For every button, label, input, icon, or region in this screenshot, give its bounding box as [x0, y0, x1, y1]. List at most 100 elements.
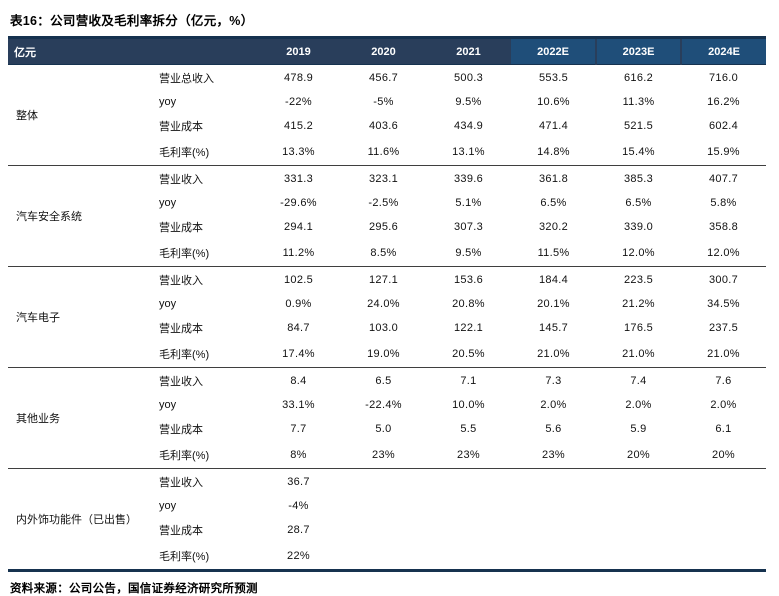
- cell-value: [426, 517, 511, 543]
- table-row: 内外饰功能件（已出售） 营业收入 36.7: [8, 469, 766, 526]
- group-label: 汽车安全系统: [16, 211, 82, 223]
- cell-value: [341, 495, 426, 517]
- cell-value: 23%: [457, 449, 480, 461]
- cell-value: 2.0%: [540, 399, 567, 411]
- col-header-2019: 2019: [256, 37, 341, 65]
- cell-value: 21.2%: [622, 298, 655, 310]
- cell-value: 15.9%: [707, 146, 740, 158]
- row-label: 毛利率(%): [159, 450, 210, 462]
- cell-value: 176.5: [623, 322, 654, 334]
- section-overall: 整体 营业总收入 478.9 456.7 500.3 553.5 616.2 7…: [8, 65, 766, 166]
- cell-value: [341, 517, 426, 543]
- cell-value: 553.5: [538, 72, 569, 84]
- cell-value: 127.1: [368, 274, 399, 286]
- cell-value: [681, 543, 766, 571]
- cell-value: 13.1%: [452, 146, 485, 158]
- cell-value: 415.2: [283, 120, 314, 132]
- col-header-2021: 2021: [426, 37, 511, 65]
- cell-value: 103.0: [368, 322, 399, 334]
- cell-value: 23%: [372, 449, 395, 461]
- cell-value: 5.5: [460, 423, 477, 435]
- cell-value: 6.1: [715, 423, 732, 435]
- cell-value: 21.0%: [622, 348, 655, 360]
- cell-value: 385.3: [623, 173, 654, 185]
- unit-label: 亿元: [8, 37, 148, 65]
- section-auto-safety: 汽车安全系统 营业收入 331.3 323.1 339.6 361.8 385.…: [8, 165, 766, 267]
- cell-value: [681, 517, 766, 543]
- cell-value: 24.0%: [367, 298, 400, 310]
- cell-value: -4%: [288, 500, 309, 512]
- row-label: yoy: [159, 500, 177, 512]
- cell-value: 307.3: [453, 221, 484, 233]
- cell-value: 14.8%: [537, 146, 570, 158]
- table-row: yoy 33.1% -22.4% 10.0% 2.0% 2.0% 2.0%: [8, 394, 766, 416]
- row-label: 营业总收入: [159, 73, 214, 85]
- cell-value: 6.5%: [540, 197, 567, 209]
- table-title: 表16：公司营收及毛利率拆分（亿元，%）: [10, 14, 254, 28]
- cell-value: 84.7: [287, 322, 310, 334]
- cell-value: [511, 543, 596, 571]
- cell-value: 20%: [627, 449, 650, 461]
- col-header-2024e: 2024E: [680, 37, 766, 65]
- group-label: 其他业务: [16, 413, 60, 425]
- cell-value: [511, 495, 596, 517]
- cell-value: 407.7: [708, 173, 739, 185]
- cell-value: 471.4: [538, 120, 569, 132]
- row-label: 营业收入: [159, 477, 203, 489]
- cell-value: 145.7: [538, 322, 569, 334]
- cell-value: -5%: [373, 96, 394, 108]
- col-header-2020: 2020: [341, 37, 426, 65]
- cell-value: 11.3%: [622, 96, 655, 108]
- cell-value: [426, 495, 511, 517]
- cell-value: 17.4%: [282, 348, 315, 360]
- cell-value: 521.5: [623, 120, 654, 132]
- group-label: 整体: [16, 110, 38, 122]
- table-row: yoy 0.9% 24.0% 20.8% 20.1% 21.2% 34.5%: [8, 293, 766, 315]
- cell-value: 20%: [712, 449, 735, 461]
- cell-value: 358.8: [708, 221, 739, 233]
- cell-value: 323.1: [368, 173, 399, 185]
- cell-value: 616.2: [623, 72, 654, 84]
- row-label: 毛利率(%): [159, 147, 210, 159]
- cell-value: 8%: [290, 449, 307, 461]
- cell-value: 9.5%: [455, 247, 482, 259]
- row-label: 营业收入: [159, 174, 203, 186]
- row-label: 毛利率(%): [159, 248, 210, 260]
- row-label: 毛利率(%): [159, 551, 210, 563]
- cell-value: 20.5%: [452, 348, 485, 360]
- row-label: yoy: [159, 399, 177, 411]
- cell-value: [341, 543, 426, 571]
- cell-value: 21.0%: [537, 348, 570, 360]
- col-header-2023e: 2023E: [595, 37, 681, 65]
- cell-value: 7.1: [460, 375, 477, 387]
- table-row: 整体 营业总收入 478.9 456.7 500.3 553.5 616.2 7…: [8, 65, 766, 122]
- cell-value: 500.3: [453, 72, 484, 84]
- cell-value: 456.7: [368, 72, 399, 84]
- cell-value: 11.2%: [282, 247, 315, 259]
- table-row: yoy -4%: [8, 495, 766, 517]
- row-label: 营业成本: [159, 323, 203, 335]
- cell-value: [511, 517, 596, 543]
- row-label: 营业成本: [159, 222, 203, 234]
- cell-value: 2.0%: [625, 399, 652, 411]
- cell-value: [596, 495, 681, 517]
- table-row: 汽车电子 营业收入 102.5 127.1 153.6 184.4 223.5 …: [8, 267, 766, 324]
- table-row: 毛利率(%) 13.3% 11.6% 13.1% 14.8% 15.4% 15.…: [8, 139, 766, 166]
- table-row: 营业成本 294.1 295.6 307.3 320.2 339.0 358.8: [8, 214, 766, 240]
- cell-value: 20.1%: [537, 298, 570, 310]
- cell-value: 8.5%: [370, 247, 397, 259]
- row-label: 毛利率(%): [159, 349, 210, 361]
- table-row: 汽车安全系统 营业收入 331.3 323.1 339.6 361.8 385.…: [8, 166, 766, 223]
- row-label: 营业收入: [159, 376, 203, 388]
- cell-value: 602.4: [708, 120, 739, 132]
- cell-value: [426, 543, 511, 571]
- cell-value: 320.2: [538, 221, 569, 233]
- cell-value: [341, 469, 426, 496]
- row-label: 营业收入: [159, 275, 203, 287]
- cell-value: 11.6%: [367, 146, 400, 158]
- table-row: 营业成本 28.7: [8, 517, 766, 543]
- cell-value: [596, 517, 681, 543]
- cell-value: 237.5: [708, 322, 739, 334]
- cell-value: 0.9%: [285, 298, 312, 310]
